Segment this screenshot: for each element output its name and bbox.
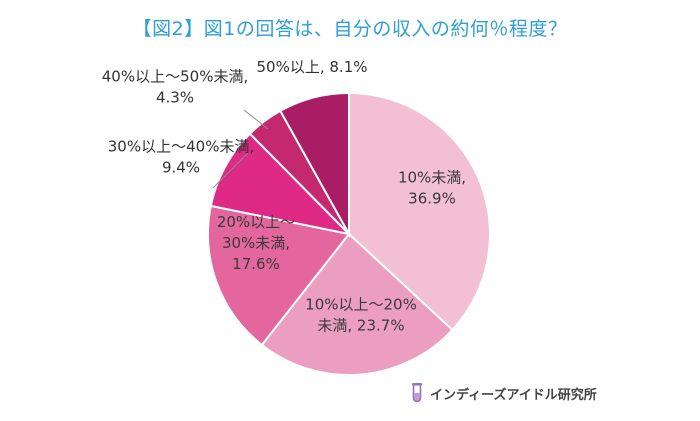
- source-text: インディーズアイドル研究所: [430, 387, 597, 403]
- slice-label-2: 10%以上～20%未満, 23.7%: [305, 296, 417, 335]
- slice-label-4: 30%以上～40%未満, 9.4%: [108, 138, 254, 177]
- pie-slice-6: [278, 91, 350, 238]
- chart-title: 【図2】図1の回答は、自分の収入の約何％程度？: [132, 18, 568, 40]
- slice-label-3: 20%以上～ 30%未満, 17.6%: [217, 213, 295, 273]
- pie-slice-3: [207, 204, 351, 347]
- pie-slice-4: [209, 132, 353, 236]
- slice-label-5: 40%以上～50%未満, 4.3%: [102, 68, 248, 107]
- slice-label-1: 10%未満, 36.9%: [398, 169, 466, 208]
- pie-slice-2: [260, 232, 454, 376]
- leader-line-4: [212, 152, 249, 189]
- source-logo: インディーズアイドル研究所: [410, 381, 597, 405]
- leader-line-5: [243, 109, 269, 130]
- pie-slice-1: [348, 91, 491, 332]
- test-tube-icon: [412, 383, 422, 403]
- slice-label-6: 50%以上, 8.1%: [257, 58, 368, 76]
